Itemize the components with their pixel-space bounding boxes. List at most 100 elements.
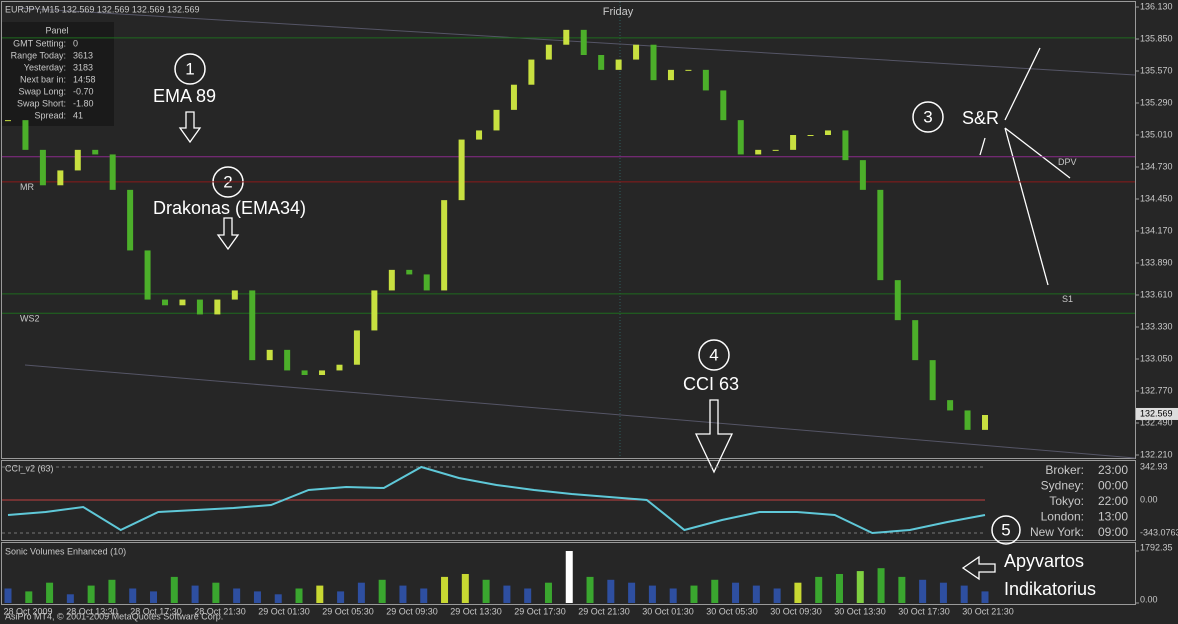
annotation-text: Apyvartos — [1004, 551, 1084, 571]
candle — [74, 149, 81, 171]
annotation-number: 5 — [1001, 520, 1010, 539]
x-tick-label: 30 Oct 13:30 — [834, 606, 886, 616]
volume-bar — [4, 588, 12, 603]
volume-bar — [503, 585, 511, 603]
annotation-text: CCI 63 — [683, 374, 739, 394]
candle — [964, 410, 971, 430]
panel-value: -0.70 — [73, 86, 94, 96]
candle — [336, 364, 343, 371]
candle — [615, 59, 622, 70]
volume-bar — [482, 579, 490, 603]
panel-label: Swap Short: — [17, 98, 66, 108]
session-label: London: — [1041, 510, 1084, 524]
x-tick-label: 29 Oct 05:30 — [322, 606, 374, 616]
volume-bar — [711, 579, 719, 603]
x-tick-label: 30 Oct 17:30 — [898, 606, 950, 616]
volume-bar — [233, 588, 241, 603]
candle — [859, 160, 866, 190]
volume-bar — [669, 588, 677, 603]
annotation-text: Drakonas (EMA34) — [153, 198, 306, 218]
candle — [790, 135, 797, 150]
info-panel — [2, 22, 114, 126]
x-tick-label: 29 Oct 09:30 — [386, 606, 438, 616]
volume-bar — [378, 579, 386, 603]
panel-value: -1.80 — [73, 98, 94, 108]
volume-bar — [773, 588, 781, 603]
volume-bar — [898, 576, 906, 603]
candle — [92, 149, 99, 155]
candle — [877, 189, 884, 281]
price-tag-bg — [1136, 407, 1178, 420]
candle — [598, 55, 605, 70]
volume-bar — [150, 591, 158, 603]
annotation-number: 1 — [185, 59, 194, 78]
volume-bar — [274, 594, 282, 603]
candle — [912, 320, 919, 361]
day-label: Friday — [603, 6, 634, 18]
candle — [824, 130, 831, 135]
candle — [563, 29, 570, 45]
candle — [929, 360, 936, 401]
level-label: WS2 — [20, 314, 40, 324]
level-label: DPV — [1058, 157, 1077, 167]
volume-bar — [752, 585, 760, 603]
volume-bar — [212, 582, 220, 603]
panel-value: 41 — [73, 110, 83, 120]
candle — [772, 149, 779, 151]
panel-label: Range Today: — [11, 50, 66, 60]
volume-bar — [939, 582, 947, 603]
candle — [22, 120, 29, 150]
current-price: 132.569 — [1140, 408, 1173, 418]
session-time: 09:00 — [1098, 525, 1128, 539]
candle — [493, 109, 500, 131]
x-tick-label: 28 Oct 17:30 — [130, 606, 182, 616]
volume-bar — [877, 568, 885, 603]
candle — [214, 299, 221, 315]
y-tick-label: 133.890 — [1140, 257, 1173, 267]
x-tick-label: 29 Oct 21:30 — [578, 606, 630, 616]
panel-label: GMT Setting: — [13, 38, 66, 48]
candle — [406, 269, 413, 275]
volume-bar — [794, 582, 802, 603]
candle — [196, 299, 203, 315]
panel-value: 3183 — [73, 62, 93, 72]
session-label: Broker: — [1045, 463, 1084, 477]
pane-title: Sonic Volumes Enhanced (10) — [5, 546, 126, 556]
candle — [144, 250, 151, 300]
cci-line — [7, 465, 986, 535]
volume-bar — [628, 582, 636, 603]
candle — [702, 69, 709, 91]
y-tick-label: 0.00 — [1140, 494, 1158, 504]
y-tick-label: 132.210 — [1140, 449, 1173, 459]
volume-bar — [981, 591, 989, 603]
candle — [667, 69, 674, 81]
volume-bar — [586, 576, 594, 603]
panel-label: Yesterday: — [24, 62, 66, 72]
volume-bar — [46, 582, 54, 603]
x-tick-label: 28 Oct 21:30 — [194, 606, 246, 616]
volume-bar — [357, 582, 365, 603]
candle — [353, 330, 360, 365]
y-tick-label: 133.610 — [1140, 289, 1173, 299]
level-label: MR — [20, 182, 34, 192]
volume-bar — [253, 591, 261, 603]
annotation-text: Indikatorius — [1004, 579, 1096, 599]
panel-value: 3613 — [73, 50, 93, 60]
annotation-text: S&R — [962, 108, 999, 128]
candle — [319, 370, 326, 375]
volume-bar — [835, 573, 843, 603]
candle — [284, 349, 291, 371]
candle — [423, 274, 430, 291]
x-tick-label: 28 Oct 13:30 — [66, 606, 118, 616]
candle — [127, 189, 134, 251]
volume-bar — [316, 585, 324, 603]
volume-bar — [461, 573, 469, 603]
panel-value: 0 — [73, 38, 78, 48]
candle — [633, 44, 640, 60]
candle — [720, 90, 727, 121]
x-tick-label: 29 Oct 01:30 — [258, 606, 310, 616]
candle — [39, 149, 46, 186]
candle — [476, 130, 483, 140]
